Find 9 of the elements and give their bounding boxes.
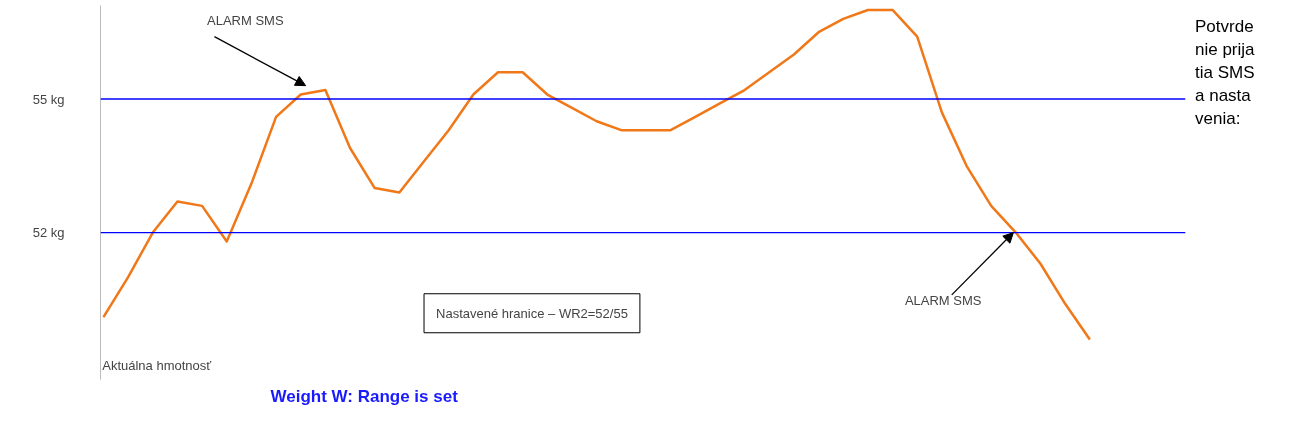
- line-series: [102, 8, 1092, 341]
- annotation: ALARM SMS: [904, 293, 982, 309]
- annotation: Nastavené hranice – WR2=52/55: [436, 305, 628, 321]
- y-tick-label: 52 kg: [32, 225, 65, 241]
- annotation: ALARM SMS: [207, 12, 284, 28]
- annotation: Aktuálna hmotnosť: [102, 357, 212, 373]
- text: Weight W: Range is set: [270, 386, 459, 406]
- y-tick-label: 55 kg: [32, 91, 65, 107]
- text: Potvrdenie prijatia SMS a nastavenia:: [1195, 16, 1255, 130]
